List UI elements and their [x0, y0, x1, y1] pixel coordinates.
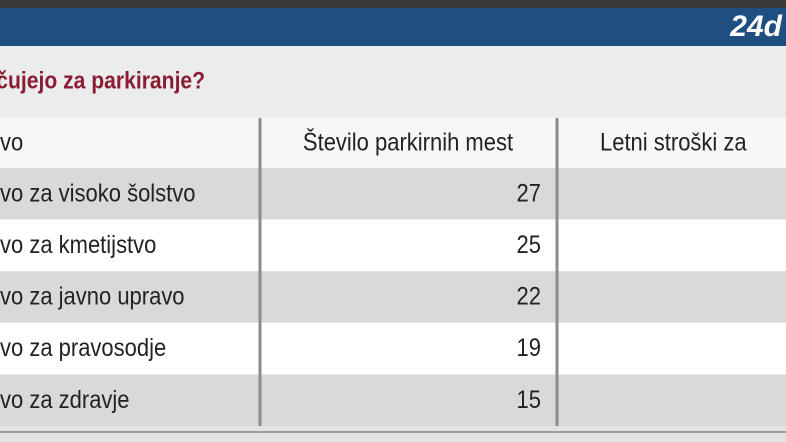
- row-value: 15: [517, 386, 541, 414]
- table-row: [0, 219, 786, 272]
- table-row: [0, 168, 786, 220]
- title-band: [0, 46, 786, 118]
- table-row: [0, 322, 786, 375]
- footer-band: [0, 426, 786, 442]
- row-value: 19: [517, 334, 541, 362]
- brand-bar: [0, 8, 786, 46]
- table-row: [0, 271, 786, 323]
- row-name: vo za zdravje: [0, 386, 130, 414]
- column-header: Število parkirnih mest: [303, 127, 514, 156]
- table-row: [0, 374, 786, 426]
- logo: 24d: [729, 10, 782, 43]
- row-value: 27: [517, 179, 541, 207]
- table-title: čujejo za parkiranje?: [0, 67, 205, 94]
- row-name: vo za javno upravo: [0, 282, 185, 310]
- column-header: Letni stroški za: [600, 128, 747, 156]
- column-header: vo: [0, 128, 23, 156]
- header-row: [0, 118, 786, 168]
- row-name: vo za pravosodje: [0, 334, 166, 362]
- row-value: 22: [517, 282, 541, 310]
- row-name: vo za visoko šolstvo: [0, 179, 196, 207]
- row-value: 25: [517, 231, 541, 259]
- top-strip: [0, 0, 786, 8]
- row-name: vo za kmetijstvo: [0, 231, 156, 259]
